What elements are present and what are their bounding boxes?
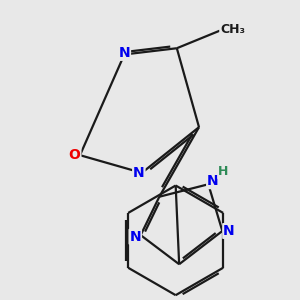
Text: H: H <box>218 165 229 178</box>
Text: N: N <box>133 166 145 180</box>
Text: N: N <box>223 224 235 238</box>
Text: N: N <box>207 174 219 188</box>
Text: N: N <box>118 46 130 60</box>
Text: CH₃: CH₃ <box>220 22 245 36</box>
Text: O: O <box>69 148 80 162</box>
Text: N: N <box>130 230 141 244</box>
